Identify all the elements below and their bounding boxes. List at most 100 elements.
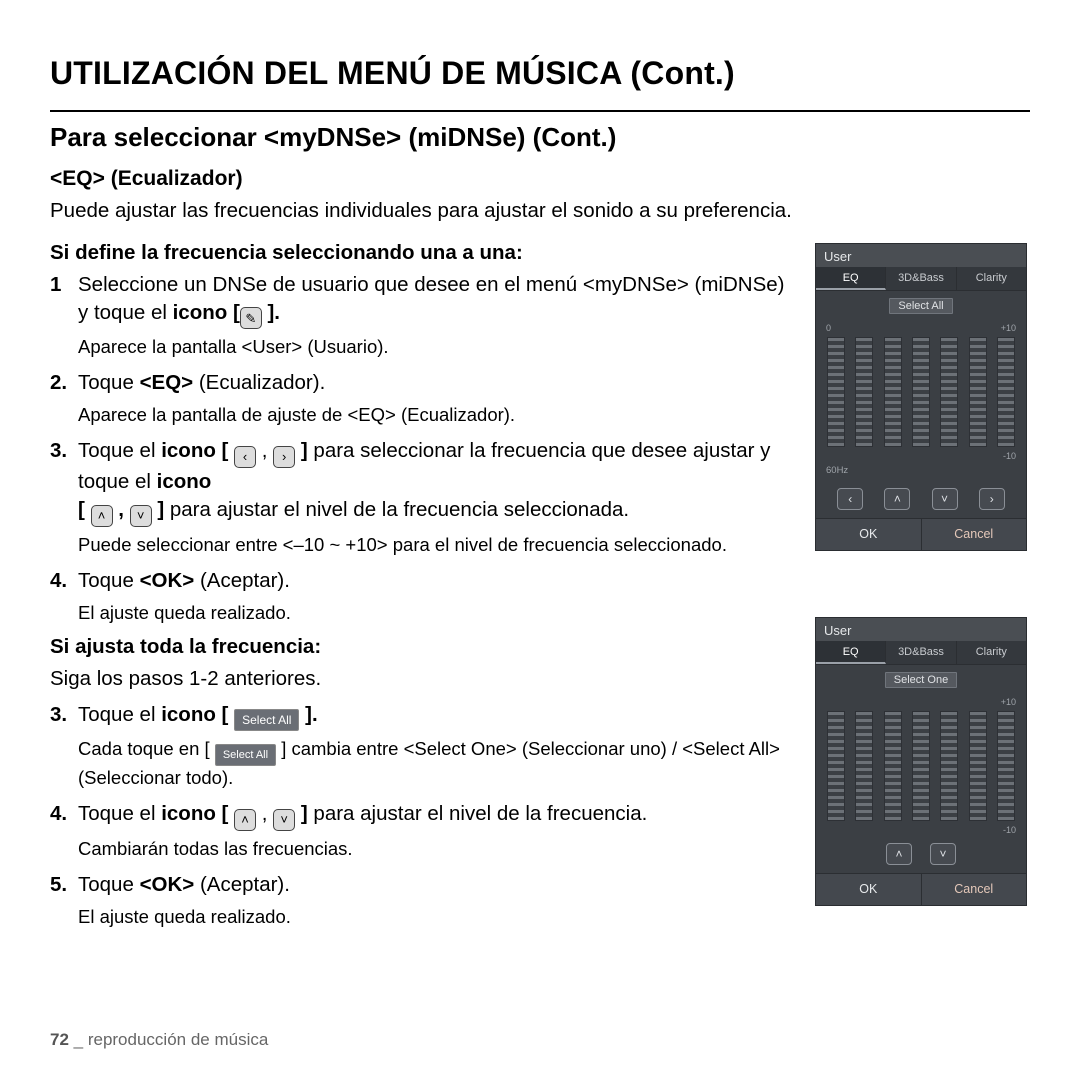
device-header: User [816, 618, 1026, 641]
heading-define-one: Si deﬁne la frecuencia seleccionando una… [50, 241, 797, 265]
eq-slider[interactable] [997, 711, 1015, 821]
eq-slider[interactable] [940, 337, 958, 447]
up-icon: ˄ [234, 809, 256, 831]
divider [50, 110, 1030, 112]
steps-define-one: 1 Seleccione un DNSe de usuario que dese… [50, 271, 797, 330]
cancel-button[interactable]: Cancel [922, 873, 1027, 905]
step-text: Toque el [78, 439, 161, 462]
step-text: , [256, 439, 273, 462]
step-text-bold: <OK> [140, 569, 195, 592]
step-3-note: Puede seleccionar entre <–10 ~ +10> para… [50, 533, 797, 557]
up-arrow-button[interactable]: ˄ [884, 488, 910, 510]
step-text-bold: icono [157, 470, 212, 493]
step-text-bold: icono [ [173, 301, 240, 324]
ok-button[interactable]: OK [816, 518, 922, 550]
step-text-bold: icono [ [161, 703, 234, 726]
all-step-4: 4. Toque el icono [ ˄ , ˅ ] para ajustar… [50, 800, 797, 831]
ok-button[interactable]: OK [816, 873, 922, 905]
eq-sliders: 0 +10 -10 60Hz [816, 317, 1026, 484]
step-text: (Ecualizador). [193, 371, 325, 394]
cancel-button[interactable]: Cancel [922, 518, 1027, 550]
eq-title: <EQ> (Ecualizador) [50, 167, 1030, 191]
device-screenshot-top: User EQ 3D&Bass Clarity Select All 0 +10 [815, 243, 1027, 551]
step-text: para ajustar el nivel de la frecuencia s… [164, 498, 629, 521]
step-1: 1 Seleccione un DNSe de usuario que dese… [50, 271, 797, 330]
scale-0: 0 [826, 323, 831, 333]
right-arrow-button[interactable]: › [979, 488, 1005, 510]
eq-slider[interactable] [884, 711, 902, 821]
scale-lo: -10 [1003, 451, 1016, 461]
all-step-3: 3. Toque el icono [ Select All ]. [50, 701, 797, 731]
eq-slider[interactable] [912, 711, 930, 821]
eq-slider[interactable] [884, 337, 902, 447]
step-text-bold: ]. [299, 703, 317, 726]
step-text: Toque [78, 569, 140, 592]
step-text-bold: ] [152, 498, 165, 521]
hz-label: 60Hz [824, 463, 1018, 482]
step-text-bold: <OK> [140, 873, 195, 896]
steps-all-intro: Siga los pasos 1-2 anteriores. [50, 665, 797, 693]
tab-eq[interactable]: EQ [816, 267, 886, 290]
eq-slider[interactable] [855, 337, 873, 447]
step-text-bold: ] [295, 439, 308, 462]
pencil-icon: ✎ [240, 307, 262, 329]
down-icon: ˅ [130, 505, 152, 527]
step-text: (Aceptar). [194, 873, 290, 896]
step-text-bold: <EQ> [140, 371, 194, 394]
step-text-bold: ] [295, 802, 308, 825]
scale-lo: -10 [1003, 825, 1016, 835]
eq-slider[interactable] [912, 337, 930, 447]
step-text: Toque [78, 371, 140, 394]
left-arrow-button[interactable]: ‹ [837, 488, 863, 510]
step-text: Toque el [78, 703, 161, 726]
eq-slider[interactable] [940, 711, 958, 821]
eq-desc: Puede ajustar las frecuencias individual… [50, 197, 1030, 225]
device-arrows: ˄ ˅ [816, 839, 1026, 873]
step-text-bold: [ [78, 498, 91, 521]
all-step-5-note: El ajuste queda realizado. [50, 905, 797, 929]
all-step-3-note: Cada toque en [ Select All ] cambia entr… [50, 737, 797, 790]
eq-slider[interactable] [855, 711, 873, 821]
device-arrows: ‹ ˄ ˅ › [816, 484, 1026, 518]
step-2-note: Aparece la pantalla de ajuste de <EQ> (E… [50, 403, 797, 427]
down-arrow-button[interactable]: ˅ [930, 843, 956, 865]
up-icon: ˄ [91, 505, 113, 527]
step-3: 3. Toque el icono [ ‹ , › ] para selecci… [50, 437, 797, 527]
select-all-button[interactable]: Select All [889, 298, 952, 314]
step-text-bold: icono [ [161, 802, 234, 825]
eq-slider[interactable] [969, 337, 987, 447]
up-arrow-button[interactable]: ˄ [886, 843, 912, 865]
select-all-pill: Select All [215, 744, 276, 766]
scale-hi: +10 [1001, 323, 1016, 333]
eq-slider[interactable] [969, 711, 987, 821]
select-one-button[interactable]: Select One [885, 672, 957, 688]
down-icon: ˅ [273, 809, 295, 831]
step-4: 4. Toque <OK> (Aceptar). [50, 567, 797, 595]
tab-clarity[interactable]: Clarity [957, 267, 1026, 290]
select-all-pill: Select All [234, 709, 299, 731]
footer-label: reproducción de música [88, 1030, 268, 1049]
scale-hi: +10 [1001, 697, 1016, 707]
page-title: UTILIZACIÓN DEL MENÚ DE MÚSICA (Cont.) [50, 55, 1030, 92]
down-arrow-button[interactable]: ˅ [932, 488, 958, 510]
tab-3dbass[interactable]: 3D&Bass [886, 267, 956, 290]
eq-slider[interactable] [827, 337, 845, 447]
page-footer: 72 _ reproducción de música [50, 1030, 268, 1050]
eq-slider[interactable] [827, 711, 845, 821]
eq-slider[interactable] [997, 337, 1015, 447]
step-4-note: El ajuste queda realizado. [50, 601, 797, 625]
step-text: Toque [78, 873, 140, 896]
heading-adjust-all: Si ajusta toda la frecuencia: [50, 635, 797, 659]
device-tabs: EQ 3D&Bass Clarity [816, 641, 1026, 665]
all-step-4-note: Cambiarán todas las frecuencias. [50, 837, 797, 861]
all-step-5: 5. Toque <OK> (Aceptar). [50, 871, 797, 899]
tab-3dbass[interactable]: 3D&Bass [886, 641, 956, 664]
step-text: , [256, 802, 273, 825]
tab-eq[interactable]: EQ [816, 641, 886, 664]
right-icon: › [273, 446, 295, 468]
section-title: Para seleccionar <myDNSe> (miDNSe) (Cont… [50, 122, 1030, 153]
device-header: User [816, 244, 1026, 267]
tab-clarity[interactable]: Clarity [957, 641, 1026, 664]
step-1-note: Aparece la pantalla <User> (Usuario). [50, 335, 797, 359]
note-text: Cada toque en [ [78, 738, 215, 759]
